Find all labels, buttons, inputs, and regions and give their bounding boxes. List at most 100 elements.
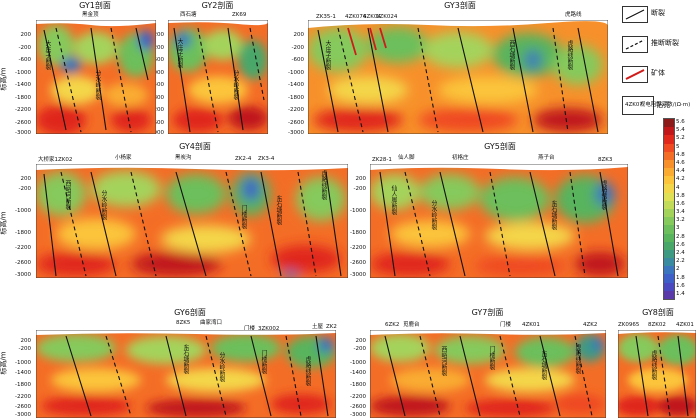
colorbar-segment: [664, 290, 674, 300]
colorbar-segment: [664, 151, 674, 161]
colorbar-segment: [664, 159, 674, 169]
legend-ore-body-swatch: [622, 66, 648, 83]
colorbar-tick-label: 3.4: [676, 209, 685, 216]
colorbar-tick-label: 1.4: [676, 290, 685, 297]
colorbar-segment: [664, 241, 674, 251]
station-label: 小杨家: [115, 155, 132, 161]
panel-title-gy2: GY2剖面: [201, 1, 234, 10]
colorbar-tick-label: 3.8: [676, 192, 685, 199]
colorbar-tick-label: 5: [676, 143, 680, 150]
gy3-resistivity-section: [308, 20, 608, 134]
station-label: 8ZK3: [598, 157, 613, 163]
legend-ore-body-label: 矿体: [651, 69, 665, 77]
colorbar-tick-label: 4.6: [676, 160, 685, 166]
legend-fault-label: 断裂: [651, 9, 665, 17]
station-label: 初格庄: [452, 155, 469, 161]
station-label: 8ZK5: [176, 320, 191, 326]
station-label: 4ZK2: [583, 322, 598, 328]
gy5-resistivity-section: [370, 164, 628, 278]
colorbar-tick-label: 3: [676, 225, 680, 232]
legend-inferred-fault-label: 推断断裂: [651, 39, 679, 47]
fault-label: 虎路线断裂: [650, 350, 657, 380]
station-label: 曲家湾口: [200, 320, 223, 326]
panel-title-gy7: GY7剖面: [471, 308, 504, 317]
colorbar-segment: [664, 176, 674, 185]
station-label: ZK69: [232, 12, 247, 18]
fault-label: 西石塘断裂: [508, 40, 515, 70]
colorbar-tick-label: 5.6: [676, 119, 685, 126]
station-label: 4ZK01: [676, 322, 694, 328]
station-label: 燕子台: [538, 155, 555, 161]
fault-label: 门楼断裂: [240, 205, 247, 229]
colorbar-tick-label: 2.4: [676, 250, 685, 256]
fault-label: 大庄子断裂: [324, 40, 331, 70]
colorbar-segment: [664, 217, 674, 226]
station-label: 1ZK024: [376, 14, 398, 20]
colorbar-tick-label: 1.8: [676, 274, 685, 281]
colorbar-tick-label: 5.2: [676, 135, 685, 142]
station-label: 大桥家1ZK02: [38, 157, 73, 163]
station-label: 西石塘: [180, 12, 197, 18]
colorbar-segment: [664, 127, 674, 136]
station-label: ZK28-1: [372, 157, 392, 163]
panel-title-gy1: GY1剖面: [79, 1, 111, 10]
colorbar-tick-label: 3.6: [676, 200, 685, 207]
colorbar-segment: [664, 225, 674, 235]
station-label: 黑炭沟: [175, 155, 192, 161]
colorbar-title: 视电阻率对数/(Ω·m): [639, 102, 691, 108]
station-label: 4ZK074: [345, 14, 367, 20]
gy7-resistivity-section: [370, 330, 606, 418]
station-label: 黑金顶: [82, 12, 99, 18]
station-label: 觅鹿台: [403, 322, 420, 328]
fault-label: 虎路线断裂: [304, 356, 311, 386]
station-label: ZK2: [326, 324, 337, 330]
colorbar-tick-label: 2.6: [676, 241, 685, 248]
station-label: 8ZK02: [648, 322, 666, 328]
colorbar-tick-label: 2.2: [676, 258, 685, 265]
station-label: ZK0965: [618, 322, 640, 328]
colorbar-tick-label: 2.8: [676, 233, 685, 240]
fault-label: 东石塘断裂: [182, 344, 189, 374]
colorbar-tick-label: 3.2: [676, 217, 685, 224]
fault-label: 虎路线断裂: [574, 344, 581, 374]
panel-title-gy3: GY3剖面: [444, 1, 476, 10]
colorbar-segment: [664, 143, 674, 153]
fault-label: 分水岭断裂: [94, 70, 101, 100]
colorbar-segment: [664, 233, 674, 243]
colorbar-segment: [664, 258, 674, 267]
colorbar-segment: [664, 209, 674, 218]
station-label: ZK35-1: [316, 14, 336, 20]
colorbar-segment: [664, 266, 674, 275]
colorbar-segment: [664, 168, 674, 177]
legend-fault-swatch: [622, 6, 648, 23]
station-label: ZK3-4: [258, 156, 275, 162]
fault-label: 大庄子断裂: [44, 40, 51, 70]
station-label: 4ZK01: [522, 322, 540, 328]
fault-label: 门楼断裂: [260, 350, 267, 374]
colorbar-tick-label: 4.2: [676, 176, 685, 183]
gy1-resistivity-section: [36, 20, 156, 134]
fault-label: 分水岭断裂: [100, 190, 107, 220]
colorbar-segment: [664, 119, 674, 128]
legend-inferred-fault-swatch: [622, 36, 648, 53]
fault-label: 大庄子断裂: [176, 38, 183, 68]
station-label: 土屋: [312, 324, 324, 330]
gy4-resistivity-section: [36, 164, 348, 278]
colorbar-segment: [664, 274, 674, 284]
colorbar-tick-label: 4.4: [676, 168, 685, 175]
legend-drill-hole-swatch: 4ZK07: [622, 96, 654, 115]
colorbar: [663, 118, 675, 300]
colorbar-tick-label: 4.8: [676, 151, 685, 158]
station-label: 虎路线: [565, 12, 582, 18]
fault-label: 分水岭断裂: [430, 200, 437, 230]
colorbar-tick-label: 1.6: [676, 282, 685, 289]
legend-drill-hole-label: 钻孔: [656, 101, 670, 109]
colorbar-segment: [664, 184, 674, 194]
colorbar-segment: [664, 249, 674, 259]
station-label: 6ZK04: [363, 14, 381, 20]
panel-title-gy6: GY6剖面: [174, 308, 206, 317]
colorbar-segment: [664, 135, 674, 145]
colorbar-segment: [664, 192, 674, 202]
station-label: ZK2-4: [235, 156, 252, 162]
gy8-resistivity-section: [618, 330, 696, 418]
